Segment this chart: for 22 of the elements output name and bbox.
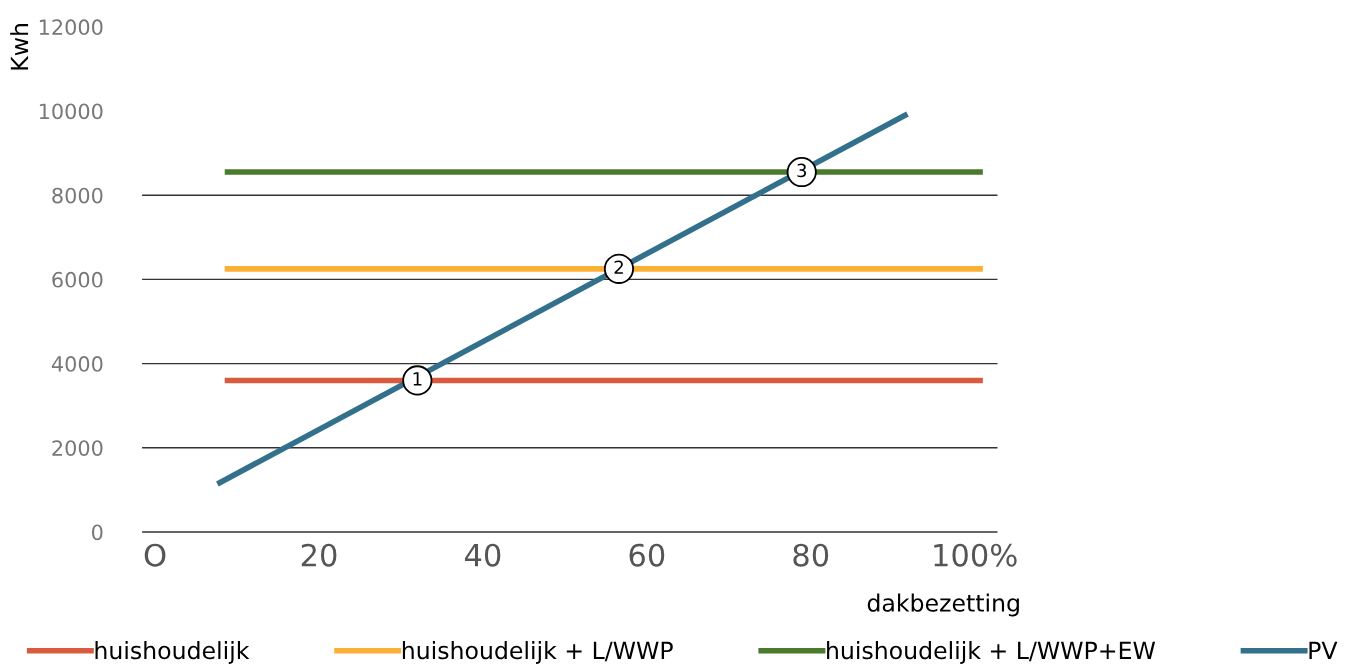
x-tick-label: 20 — [301, 543, 337, 567]
y-tick-label: 10000 — [39, 103, 103, 120]
x-tick-label: 100% — [934, 543, 1017, 567]
y-tick-label: 6000 — [52, 271, 103, 288]
legend-label: huishoudelijk + L/WWP — [402, 641, 673, 664]
y-axis-title: Kwh — [10, 24, 29, 70]
y-tick-label: 2000 — [52, 440, 103, 456]
x-tick-label: 40 — [464, 543, 501, 567]
annotation: 2 — [614, 260, 623, 274]
x-tick-label: O — [144, 543, 166, 567]
legend-label: huishoudelijk — [95, 641, 250, 664]
x-axis-title: dakbezetting — [867, 593, 1019, 617]
y-tick-label: 4000 — [51, 356, 103, 372]
legend-label: huishoudelijk + L/WWP+EW — [827, 641, 1156, 664]
annotation: 3 — [797, 163, 807, 178]
y-tick-label: 0 — [92, 524, 103, 541]
y-tick-label: 12000 — [39, 19, 103, 36]
x-tick-label: 80 — [793, 543, 829, 567]
annotation: 1 — [413, 372, 422, 386]
y-tick-label: 8000 — [52, 187, 103, 204]
legend-label: PV — [1309, 641, 1338, 659]
x-tick-label: 60 — [629, 543, 665, 567]
